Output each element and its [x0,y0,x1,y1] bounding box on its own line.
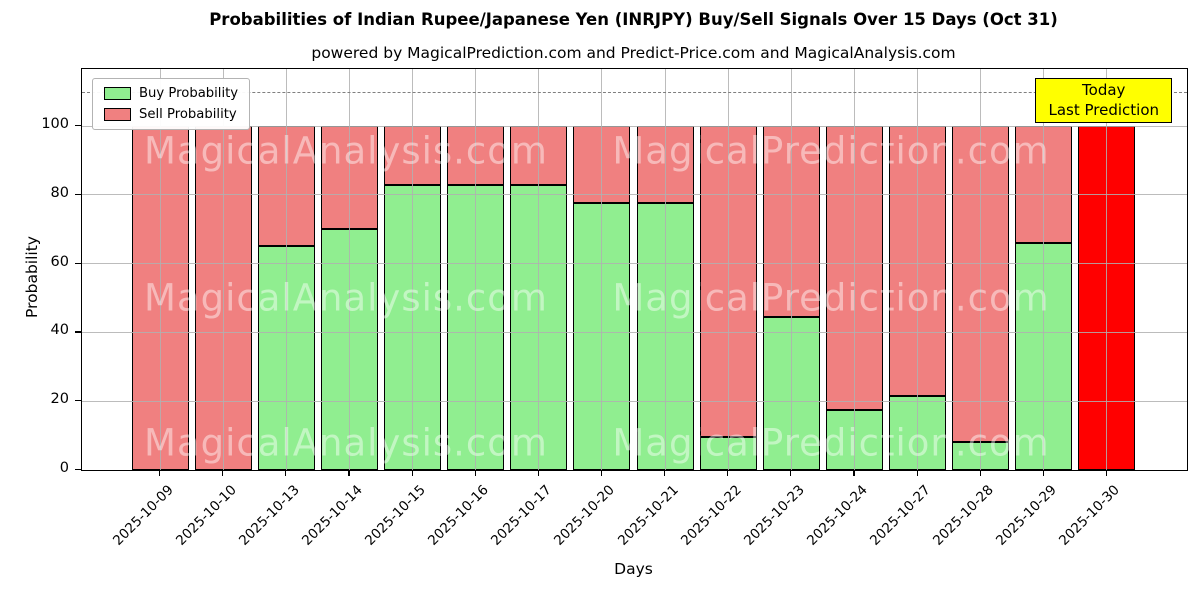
bar-segment-2025-10-30 [1078,126,1136,470]
bar-segment-2025-10-23 [762,316,820,470]
y-tick-mark [75,262,81,264]
bar-segment-2025-10-10 [194,126,252,470]
legend-label-buy: Buy Probability [139,86,239,101]
x-tick-label: 2025-10-20 [551,482,619,549]
x-tick-label: 2025-10-22 [677,482,745,549]
x-tick-mark [348,470,350,476]
bar-segment-2025-10-27 [889,126,947,397]
bar-segment-2025-10-13 [257,246,315,470]
y-axis-label: Probability [23,236,41,318]
plot-area: MagicalAnalysis.com MagicalPrediction.com… [81,68,1188,471]
x-tick-label: 2025-10-15 [362,482,429,549]
bar-segment-2025-10-27 [889,396,947,470]
bar-segment-2025-10-20 [573,203,631,470]
x-tick-mark [1042,470,1044,476]
y-tick-label: 40 [50,322,69,339]
bar-segment-2025-10-16 [447,126,505,185]
bar-segment-2025-10-16 [447,184,505,470]
bar-segment-2025-10-17 [510,126,568,185]
bar-segment-2025-10-13 [257,126,315,247]
bar-segment-2025-10-28 [952,126,1010,443]
x-tick-mark [222,470,224,476]
x-tick-mark [916,470,918,476]
x-tick-label: 2025-10-10 [172,482,240,549]
bar-segment-2025-10-17 [510,184,568,470]
legend-item-buy: Buy Probability [104,86,238,101]
bar-segment-2025-10-21 [636,203,694,470]
bar-segment-2025-10-14 [320,126,378,230]
x-tick-mark [537,470,539,476]
x-tick-mark [1105,470,1108,476]
bar-segment-2025-10-28 [952,442,1010,470]
buy-swatch-icon [104,87,131,100]
bar-segment-2025-10-14 [320,229,378,470]
x-tick-mark [285,470,287,476]
legend-item-sell: Sell Probability [104,107,238,122]
threshold-dashed-line [82,91,1187,93]
x-axis-label: Days [614,560,653,578]
x-tick-mark [159,470,161,476]
x-tick-mark [600,470,603,476]
annotation-line-2: Last Prediction [1048,100,1159,119]
bar-segment-2025-10-15 [384,184,442,470]
bar-segment-2025-10-24 [825,126,883,410]
chart-title: Probabilities of Indian Rupee/Japanese Y… [209,10,1058,29]
x-tick-mark [727,470,729,476]
x-tick-label: 2025-10-16 [425,482,492,549]
x-tick-label: 2025-10-23 [740,482,808,549]
bar-segment-2025-10-09 [131,126,189,470]
y-tick-mark [75,193,81,196]
bar-segment-2025-10-29 [1015,243,1073,470]
x-tick-mark [411,470,413,476]
bar-segment-2025-10-23 [762,126,820,317]
x-tick-label: 2025-10-17 [488,482,556,549]
bar-segment-2025-10-20 [573,126,631,204]
today-annotation: Today Last Prediction [1035,78,1172,123]
x-tick-label: 2025-10-28 [930,482,998,549]
y-tick-label: 100 [41,116,69,133]
bar-segment-2025-10-21 [636,126,694,204]
x-tick-label: 2025-10-29 [993,482,1061,549]
y-tick-mark [75,125,81,127]
x-tick-mark [664,470,666,476]
x-tick-label: 2025-10-21 [614,482,682,549]
sell-swatch-icon [104,108,131,121]
y-tick-label: 80 [50,184,69,201]
y-tick-label: 20 [50,391,69,408]
x-tick-label: 2025-10-09 [109,482,177,549]
x-tick-mark [979,470,981,476]
bar-segment-2025-10-15 [384,126,442,185]
x-tick-mark [853,470,855,476]
x-tick-mark [474,470,476,476]
bar-segment-2025-10-22 [699,437,757,470]
y-tick-mark [75,331,81,333]
legend-label-sell: Sell Probability [139,107,237,122]
y-tick-label: 60 [50,253,69,270]
x-tick-label: 2025-10-30 [1056,482,1124,549]
x-tick-label: 2025-10-14 [298,482,366,549]
legend: Buy Probability Sell Probability [92,78,251,130]
annotation-line-1: Today [1082,81,1126,99]
bar-segment-2025-10-29 [1015,126,1073,243]
bar-segment-2025-10-24 [825,409,883,470]
x-tick-mark [790,470,792,476]
chart-subtitle: powered by MagicalPrediction.com and Pre… [311,44,956,62]
y-tick-mark [75,400,81,402]
bar-segment-2025-10-22 [699,126,757,438]
x-tick-label: 2025-10-27 [867,482,934,549]
x-tick-label: 2025-10-24 [803,482,871,549]
y-tick-label: 0 [59,460,69,476]
y-tick-mark [75,469,81,471]
x-tick-label: 2025-10-13 [235,482,303,549]
